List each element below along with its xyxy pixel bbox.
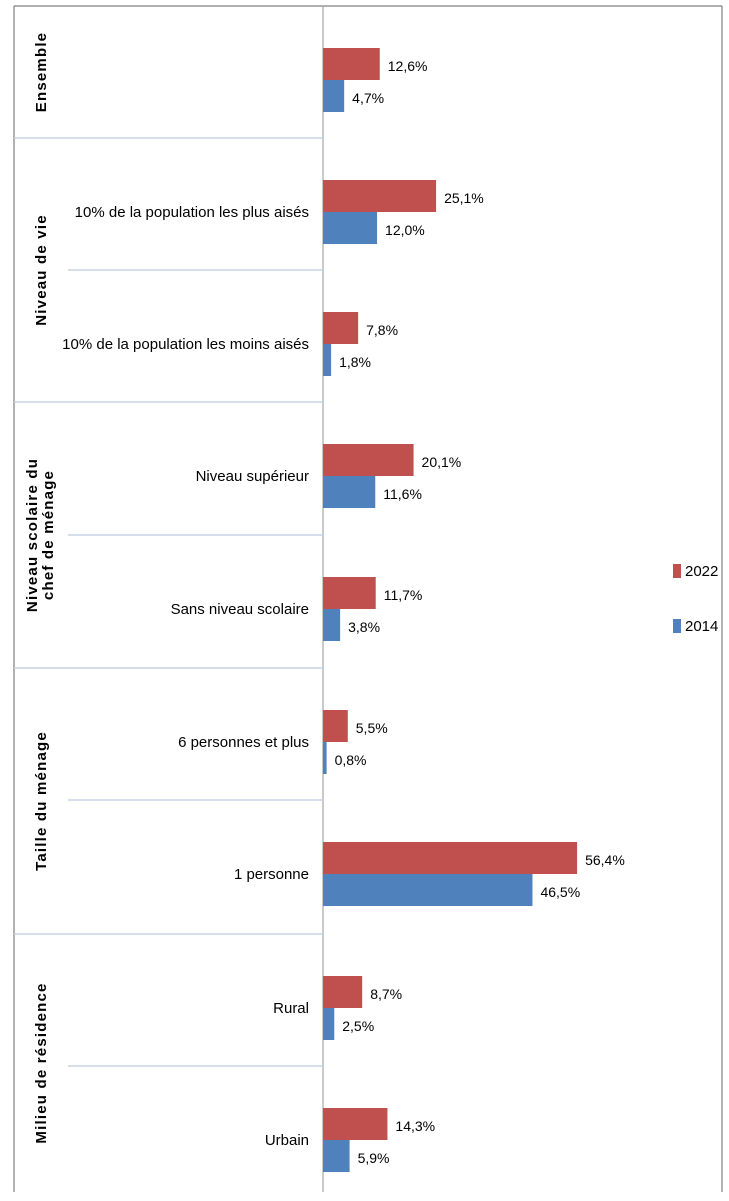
bar-2022: [323, 710, 348, 742]
value-label-2022: 20,1%: [422, 454, 462, 470]
category-label: 10% de la population les moins aisés: [62, 336, 309, 353]
bar-2022: [323, 312, 359, 344]
group-label: Milieu de résidence: [33, 982, 50, 1143]
category-label: Niveau supérieur: [196, 468, 309, 485]
bar-2022: [323, 842, 578, 874]
bar-2014: [323, 1140, 350, 1172]
bar-2014: [323, 742, 327, 774]
legend-swatch-2022: [673, 564, 681, 578]
value-label-2022: 56,4%: [585, 852, 625, 868]
bar-2022: [323, 444, 414, 476]
category-label: Urbain: [265, 1132, 309, 1149]
group-label: Ensemble: [33, 32, 50, 112]
bar-2014: [323, 609, 341, 641]
bar-2022: [323, 48, 380, 80]
category-label: Sans niveau scolaire: [171, 601, 309, 618]
legend-label-2014: 2014: [685, 618, 718, 635]
category-label: 1 personne: [234, 866, 309, 883]
value-label-2014: 4,7%: [352, 90, 384, 106]
bar-2014: [323, 476, 376, 508]
value-label-2014: 5,9%: [358, 1150, 390, 1166]
value-label-2022: 12,6%: [388, 58, 428, 74]
value-label-2014: 46,5%: [540, 884, 580, 900]
group-label-line: chef de ménage: [40, 470, 57, 600]
bar-2014: [323, 80, 345, 112]
value-label-2014: 3,8%: [348, 619, 380, 635]
bar-2022: [323, 180, 437, 212]
group-label: Niveau scolaire duchef de ménage: [24, 458, 57, 612]
bar-2014: [323, 1008, 335, 1040]
value-label-2014: 12,0%: [385, 222, 425, 238]
category-label: 6 personnes et plus: [178, 734, 309, 751]
group-label: Niveau de vie: [33, 214, 50, 325]
value-label-2022: 25,1%: [444, 190, 484, 206]
value-label-2014: 1,8%: [339, 354, 371, 370]
value-label-2014: 0,8%: [335, 752, 367, 768]
value-label-2022: 5,5%: [356, 720, 388, 736]
group-label-line: Niveau scolaire du: [24, 458, 41, 612]
value-label-2014: 11,6%: [383, 486, 422, 502]
category-label: Rural: [273, 1000, 309, 1017]
bar-2022: [323, 976, 363, 1008]
legend-label-2022: 2022: [685, 563, 718, 580]
bar-2022: [323, 577, 376, 609]
bar-2014: [323, 212, 378, 244]
value-label-2022: 7,8%: [366, 322, 398, 338]
bar-2014: [323, 344, 332, 376]
category-label: 10% de la population les plus aisés: [75, 204, 309, 221]
legend-swatch-2014: [673, 619, 681, 633]
group-label: Taille du ménage: [33, 731, 50, 871]
value-label-2022: 14,3%: [395, 1118, 435, 1134]
value-label-2022: 8,7%: [370, 986, 402, 1002]
bar-2014: [323, 874, 533, 906]
value-label-2014: 2,5%: [342, 1018, 374, 1034]
bar-2022: [323, 1108, 388, 1140]
value-label-2022: 11,7%: [384, 587, 423, 603]
